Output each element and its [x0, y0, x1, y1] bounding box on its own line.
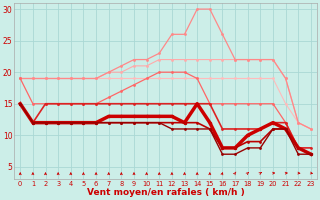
X-axis label: Vent moyen/en rafales ( km/h ): Vent moyen/en rafales ( km/h )	[87, 188, 244, 197]
